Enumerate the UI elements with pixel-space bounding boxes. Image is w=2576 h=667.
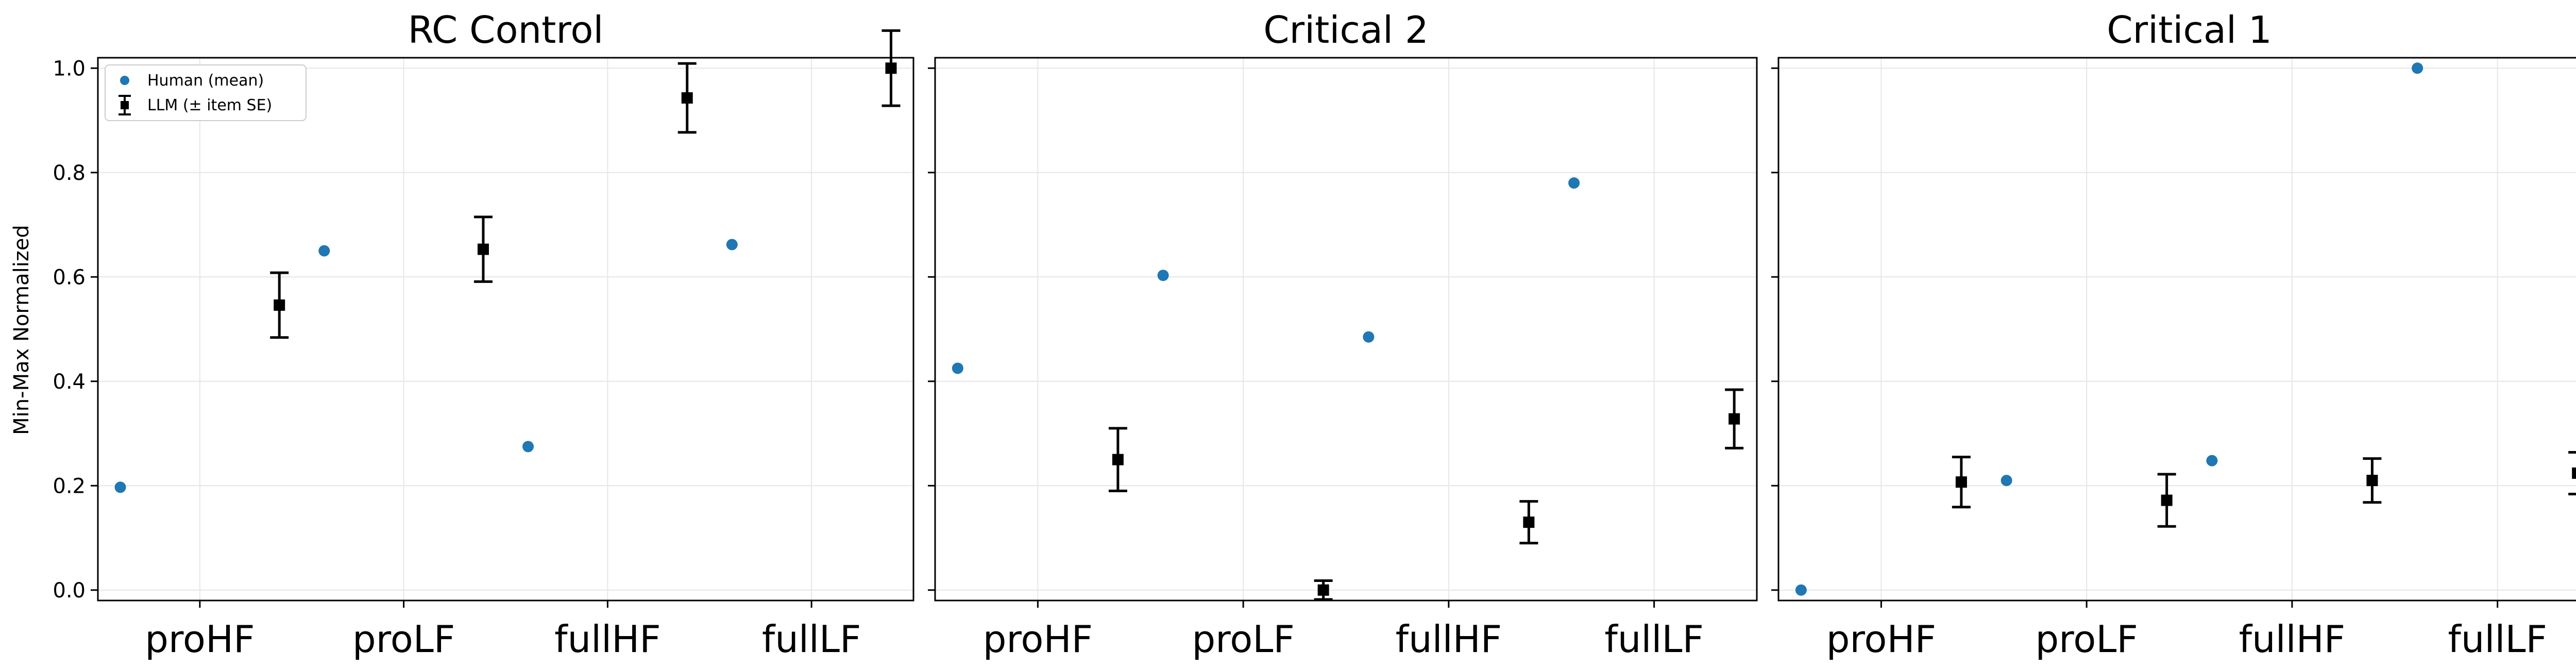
human-point-fullHF <box>2206 455 2218 466</box>
y-tick-label: 0.8 <box>53 161 86 185</box>
legend-llm-marker <box>121 101 129 109</box>
axes-frame <box>1777 57 2576 602</box>
legend-box <box>105 64 307 121</box>
x-tick-label-proHF: proHF <box>1826 618 1936 661</box>
human-point-fullLF <box>726 239 738 251</box>
y-tick-label: 0.2 <box>53 474 86 498</box>
human-point-proHF <box>1795 584 1807 596</box>
human-point-proLF <box>318 245 330 257</box>
axes-frame <box>97 57 914 602</box>
y-tick-label: 1.0 <box>53 57 86 80</box>
x-tick-label-fullHF: fullHF <box>1396 618 1502 661</box>
y-axis-label: Min-Max Normalized <box>10 225 33 435</box>
llm-point-fullLF <box>2572 467 2576 479</box>
llm-point-fullHF <box>1523 516 1535 528</box>
legend-llm-label: LLM (± item SE) <box>147 96 272 114</box>
llm-errorbar-fullLF <box>2568 451 2576 495</box>
llm-point-proLF <box>477 243 489 255</box>
y-tick-label: 0.0 <box>53 579 86 603</box>
llm-point-proHF <box>274 299 285 311</box>
x-tick-label-fullHF: fullHF <box>554 618 661 661</box>
human-point-fullLF <box>2412 62 2424 74</box>
llm-point-fullLF <box>1728 413 1740 425</box>
panel-title: Critical 1 <box>2107 8 2272 52</box>
panel-title: Critical 2 <box>1263 8 1429 52</box>
x-tick-label-proLF: proLF <box>2035 618 2138 661</box>
x-tick-label-fullLF: fullLF <box>762 618 861 661</box>
llm-point-fullHF <box>2366 475 2378 487</box>
y-tick-label: 0.4 <box>53 370 86 394</box>
axes-frame <box>934 57 1758 602</box>
panel-3: proHF proLF fullHF fullLF Critical 1 <box>1771 8 2576 661</box>
panel-1: 0.0 0.2 0.4 0.6 0.8 1.0 proHF proLF fullHF fullLF… <box>53 8 914 661</box>
panels: 0.0 0.2 0.4 0.6 0.8 1.0 proHF proLF fullHF fullLF… <box>53 8 2576 661</box>
llm-point-proHF <box>1955 476 1967 488</box>
human-point-fullHF <box>1363 331 1375 343</box>
llm-point-proHF <box>1112 454 1124 465</box>
legend-human-label: Human (mean) <box>147 72 264 90</box>
x-tick-label-fullLF: fullLF <box>2448 618 2547 661</box>
x-tick-label-fullHF: fullHF <box>2239 618 2346 661</box>
llm-point-fullHF <box>681 92 693 104</box>
human-point-fullHF <box>522 441 534 453</box>
x-tick-label-proLF: proLF <box>1192 618 1294 661</box>
x-tick-label-proHF: proHF <box>983 618 1093 661</box>
x-tick-label-proLF: proLF <box>352 618 455 661</box>
panel-2: proHF proLF fullHF fullLF Critical 2 <box>928 8 1758 661</box>
legend: Human (mean) LLM (± item SE) <box>105 64 307 121</box>
legend-human-marker <box>120 76 129 85</box>
x-tick-label-proHF: proHF <box>145 618 255 661</box>
human-point-proLF <box>2001 475 2012 487</box>
llm-point-fullLF <box>885 62 897 74</box>
human-point-fullLF <box>1568 177 1580 189</box>
human-point-proHF <box>114 481 126 493</box>
llm-point-proLF <box>1317 584 1329 596</box>
panel-title: RC Control <box>408 8 604 52</box>
x-tick-label-fullLF: fullLF <box>1604 618 1704 661</box>
llm-point-proLF <box>2161 494 2173 506</box>
human-point-proLF <box>1157 270 1169 281</box>
y-tick-label: 0.6 <box>53 265 86 289</box>
human-point-proHF <box>952 362 963 374</box>
